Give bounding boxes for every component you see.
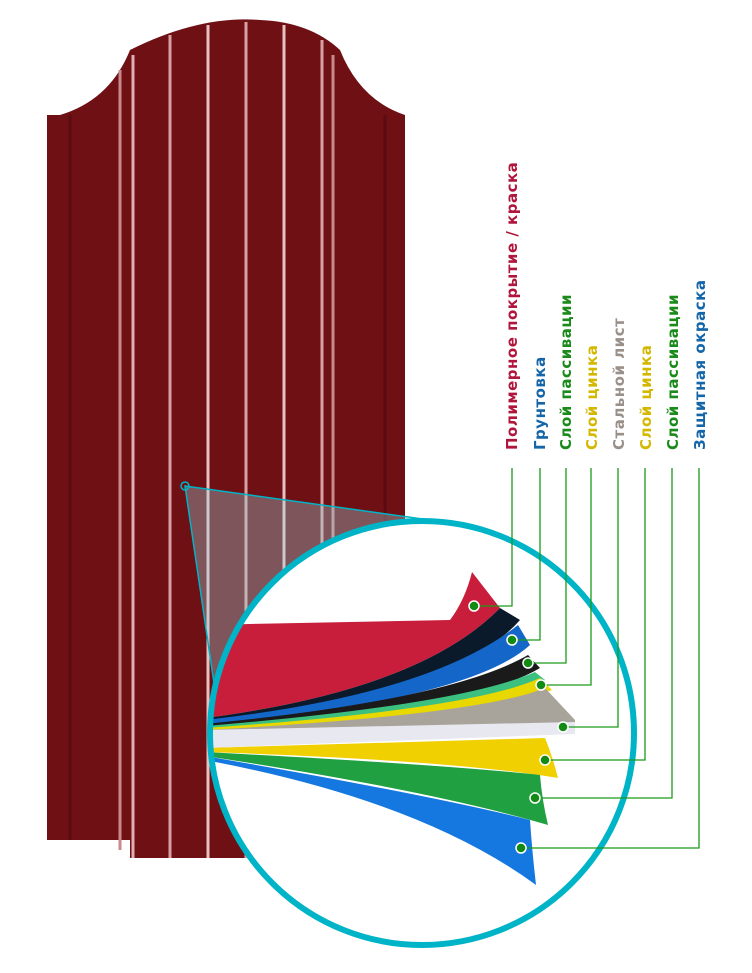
- label-steel-sheet: Стальной лист: [610, 318, 628, 450]
- label-passivation-top: Слой пассивации: [557, 294, 575, 450]
- label-passivation-bottom: Слой пассивации: [664, 294, 682, 450]
- label-zinc-bottom: Слой цинка: [637, 345, 655, 450]
- leader-dot: [529, 792, 541, 804]
- leader-line: [535, 468, 673, 799]
- leader-line: [474, 468, 513, 607]
- leader-dot: [515, 842, 527, 854]
- leader-line: [545, 468, 646, 761]
- leader-dot: [539, 754, 551, 766]
- leader-line: [521, 468, 700, 849]
- leader-line: [512, 468, 541, 641]
- zoom-origin: [180, 481, 190, 491]
- label-polymer-coating: Полимерное покрытие / краска: [503, 162, 521, 450]
- layer-stack: [210, 572, 575, 885]
- leader-line: [528, 468, 567, 664]
- label-zinc-top: Слой цинка: [583, 345, 601, 450]
- leader-dot: [557, 721, 569, 733]
- leader-line: [563, 468, 619, 728]
- layer-labels: Полимерное покрытие / краска Грунтовка С…: [503, 162, 709, 450]
- magnifier-ring: [207, 518, 637, 948]
- leader-dot: [468, 600, 480, 612]
- label-primer: Грунтовка: [531, 356, 549, 450]
- leader-dot: [506, 634, 518, 646]
- leader-dot: [535, 679, 547, 691]
- leader-line: [541, 468, 592, 686]
- leader-lines: [468, 468, 700, 854]
- leader-dot: [522, 657, 534, 669]
- label-protective-paint: Защитная окраска: [691, 280, 709, 450]
